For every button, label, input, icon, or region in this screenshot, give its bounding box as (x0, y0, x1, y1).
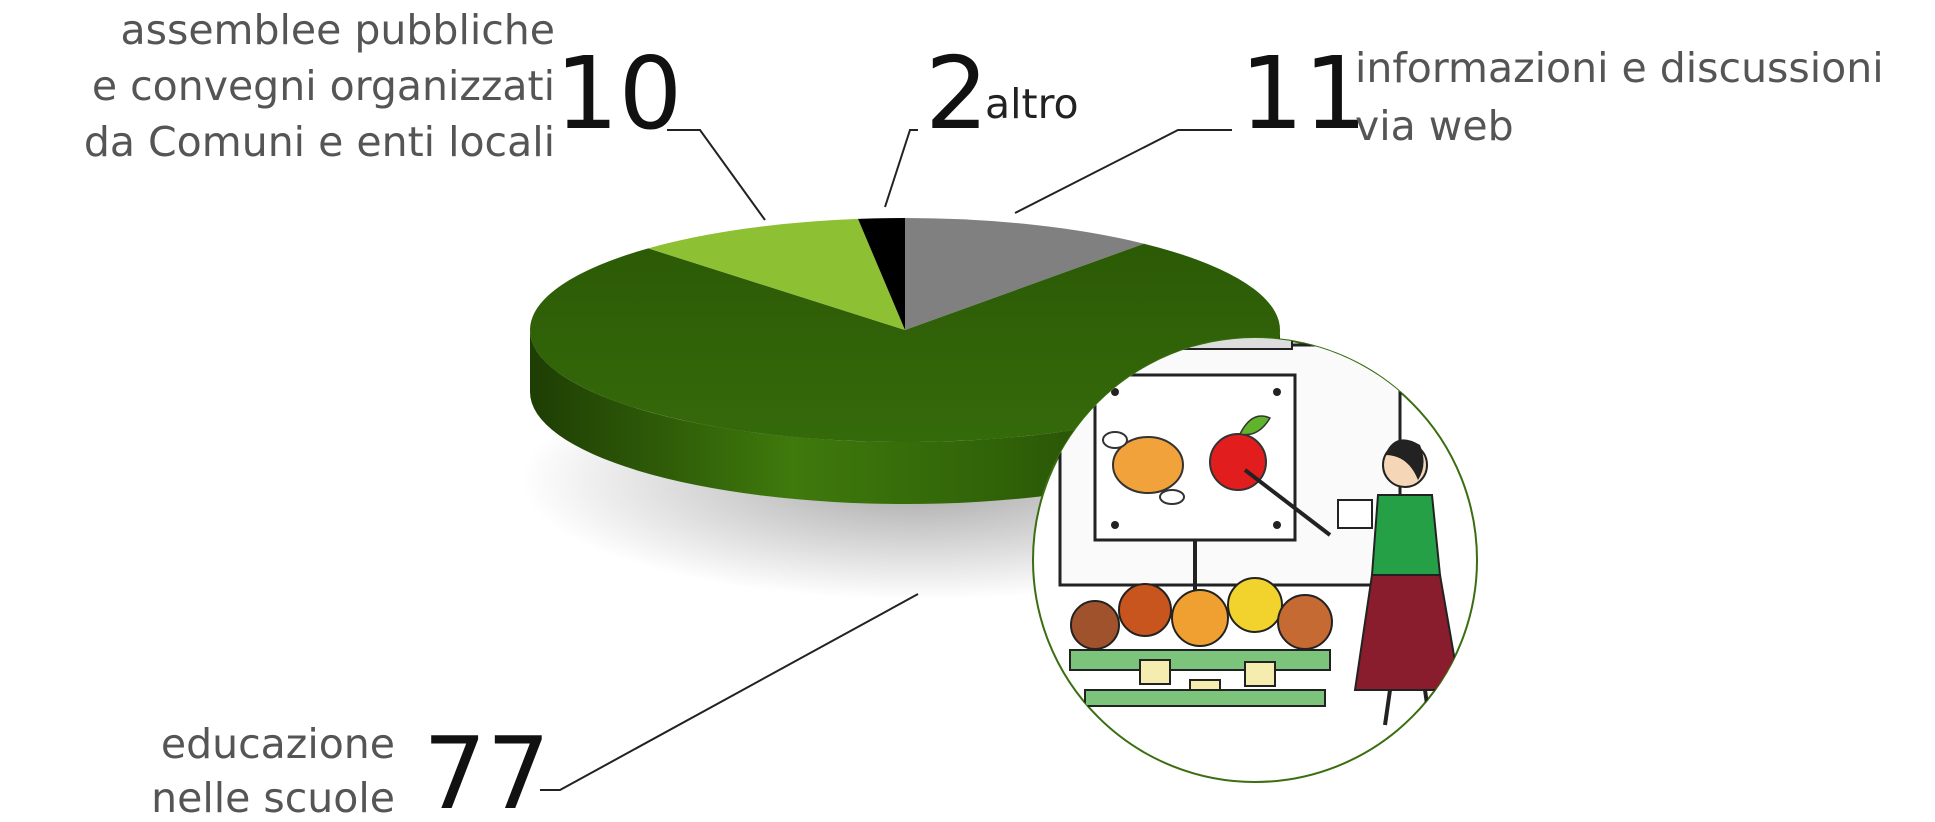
category-label-assemblee-line2: e convegni organizzati (92, 62, 555, 110)
leader-lines (540, 129, 1232, 791)
value-label-web: 11 (1240, 35, 1367, 152)
pie-slice-web (905, 218, 1145, 330)
category-label-scuole-line2: nelle scuole (151, 774, 395, 818)
value-label-altro: 2 (925, 35, 989, 152)
pie-slice-altro (858, 218, 905, 330)
category-label-web-line2: via web (1355, 102, 1514, 150)
value-label-assemblee: 10 (555, 35, 682, 152)
category-label-assemblee-line3: da Comuni e enti locali (84, 118, 555, 166)
pie-slices (530, 218, 1281, 443)
category-label-altro: altro (985, 80, 1079, 128)
category-label-web-line1: informazioni e discussioni (1355, 44, 1884, 92)
category-label-scuole-line1: educazione (161, 720, 395, 768)
leader-line-assemblee (667, 129, 766, 221)
category-label-assemblee-line1: assemblee pubbliche (120, 6, 555, 54)
teacher-classroom-illustration (1032, 337, 1478, 783)
value-label-scuole: 77 (423, 715, 550, 818)
pie-slice-assemblee (648, 218, 905, 330)
leader-line-web (1014, 129, 1232, 214)
pie-slice-scuole (530, 243, 1281, 443)
leader-line-altro (884, 129, 918, 208)
leader-line-scuole (540, 593, 919, 791)
